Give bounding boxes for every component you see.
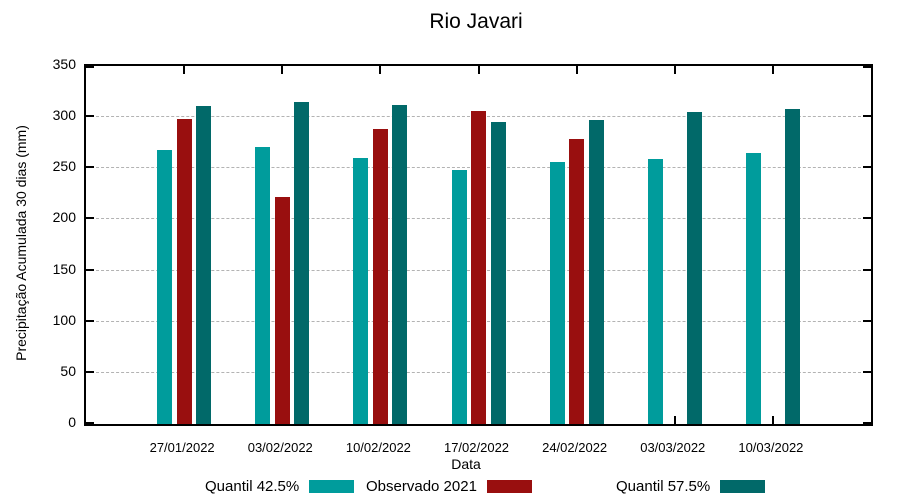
y-tick-left — [86, 319, 94, 322]
bar-s2-c5 — [686, 112, 702, 424]
y-tick-right — [863, 268, 871, 271]
x-tick-top — [379, 66, 382, 74]
legend-label-observado-2021: Observado 2021 — [366, 477, 477, 495]
y-tick-left — [86, 422, 94, 424]
y-tick-right — [863, 115, 871, 118]
bar-s2-c0 — [196, 105, 212, 424]
plot-area — [84, 64, 873, 426]
y-tick-left — [86, 166, 94, 169]
x-tick-bottom — [673, 416, 676, 424]
legend-entry-quantil-57-5: Quantil 57.5% — [616, 477, 766, 495]
y-tick-right — [863, 217, 871, 220]
x-tick-top — [281, 66, 284, 74]
bar-s1-c4 — [569, 138, 585, 424]
bar-s2-c4 — [588, 120, 604, 424]
y-tick-right — [863, 66, 871, 68]
bar-s0-c5 — [647, 159, 663, 424]
chart-title: Rio Javari — [429, 10, 523, 33]
x-tick-label: 03/03/2022 — [640, 440, 706, 455]
y-tick-right — [863, 319, 871, 322]
x-tick-top — [575, 66, 578, 74]
y-tick-left — [86, 66, 94, 68]
y-axis-label: Precipitação Acumulada 30 dias (mm) — [13, 125, 29, 361]
bar-s1-c1 — [274, 196, 290, 424]
y-tick-label: 50 — [60, 362, 76, 379]
bar-s1-c0 — [176, 119, 192, 424]
legend-label-quantil-42-5: Quantil 42.5% — [205, 477, 300, 495]
x-tick-label: 03/02/2022 — [247, 440, 313, 455]
y-tick-label: 350 — [52, 56, 76, 72]
legend-swatch-quantil-42-5-icon — [309, 479, 355, 493]
x-tick-top — [477, 66, 480, 74]
y-tick-label: 250 — [52, 158, 76, 175]
x-tick-top — [771, 66, 774, 74]
bar-s2-c3 — [490, 122, 506, 424]
x-tick-label: 24/02/2022 — [542, 440, 608, 455]
legend-swatch-quantil-57-5-icon — [720, 479, 766, 493]
y-tick-left — [86, 217, 94, 220]
bar-s2-c1 — [294, 101, 310, 424]
x-tick-label: 10/03/2022 — [738, 440, 804, 455]
x-tick-top — [673, 66, 676, 74]
x-tick-label: 27/01/2022 — [149, 440, 215, 455]
x-tick-label: 17/02/2022 — [443, 440, 510, 455]
bar-s0-c3 — [451, 170, 467, 424]
bar-s0-c2 — [353, 158, 369, 424]
y-tick-right — [863, 422, 871, 424]
y-tick-label: 0 — [68, 414, 76, 430]
y-tick-left — [86, 370, 94, 373]
bar-s2-c2 — [392, 104, 408, 424]
y-tick-label: 300 — [52, 107, 76, 124]
y-tick-left — [86, 268, 94, 271]
y-tick-label: 150 — [52, 260, 76, 277]
legend-label-quantil-57-5: Quantil 57.5% — [616, 477, 711, 495]
y-tick-label: 200 — [52, 209, 76, 226]
bar-s2-c6 — [784, 108, 800, 424]
x-tick-top — [183, 66, 186, 74]
bar-s0-c1 — [255, 146, 271, 424]
bar-s1-c3 — [471, 111, 486, 424]
legend-swatch-observado-2021-icon — [486, 479, 532, 493]
x-axis-label: Data — [451, 456, 481, 472]
y-tick-left — [86, 115, 94, 118]
x-tick-bottom — [771, 416, 774, 424]
y-tick-label: 100 — [52, 311, 76, 328]
y-tick-right — [863, 370, 871, 373]
legend-entry-observado-2021: Observado 2021 — [366, 477, 532, 495]
bar-s1-c2 — [372, 129, 388, 424]
bar-s0-c0 — [157, 149, 173, 424]
bar-s0-c4 — [549, 162, 565, 424]
y-tick-right — [863, 166, 871, 169]
x-tick-label: 10/02/2022 — [345, 440, 411, 455]
bar-s0-c6 — [745, 152, 761, 424]
legend-entry-quantil-42-5: Quantil 42.5% — [205, 477, 355, 495]
